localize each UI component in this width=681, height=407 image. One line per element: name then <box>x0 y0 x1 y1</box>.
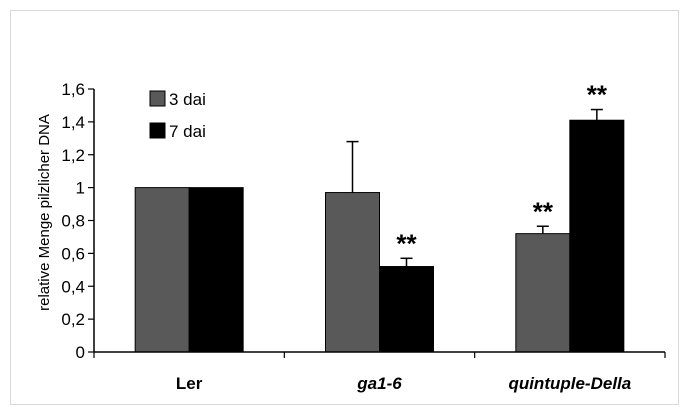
y-axis-label: relative Menge pilzlicher DNA <box>36 114 53 311</box>
x-axis-categories: Ler ga1-6 quintuple-Della <box>176 374 631 393</box>
y-axis-label-group: relative Menge pilzlicher DNA <box>36 114 53 311</box>
bar-7-dai-quintuple-Della <box>569 119 625 353</box>
significance-mark: ** <box>396 228 417 258</box>
x-category-label: ga1-6 <box>356 374 402 393</box>
bar-7-dai-ga1-6 <box>379 266 434 353</box>
legend-label: 7 dai <box>169 122 206 141</box>
y-tick-label: 0,6 <box>61 244 85 263</box>
bar-3-dai-Ler <box>134 187 190 353</box>
bar-3-dai-quintuple-Della <box>515 233 571 353</box>
y-tick-label: 1 <box>76 179 85 198</box>
legend-label: 3 dai <box>169 90 206 109</box>
y-tick-label: 1,6 <box>61 80 85 99</box>
x-category-label: Ler <box>176 374 203 393</box>
y-tick-label: 0,2 <box>61 310 85 329</box>
y-tick-label: 0,4 <box>61 277 85 296</box>
significance-marks: ** ** ** <box>396 80 607 259</box>
significance-mark: ** <box>587 80 608 110</box>
bar-7-dai-Ler <box>188 187 244 353</box>
bars <box>134 119 625 353</box>
legend-swatch <box>149 122 166 139</box>
bar-3-dai-ga1-6 <box>325 192 380 353</box>
y-tick-label: 0,8 <box>61 212 85 231</box>
y-axis-ticks: 0 0,2 0,4 0,6 0,8 1 1,2 1,4 1,6 <box>61 80 94 362</box>
legend: 3 dai 7 dai <box>149 90 206 141</box>
error-bars <box>346 108 603 267</box>
legend-swatch <box>149 90 166 107</box>
y-tick-label: 1,4 <box>61 113 85 132</box>
significance-mark: ** <box>533 196 554 226</box>
axes <box>93 89 666 358</box>
y-tick-label: 0 <box>76 343 85 362</box>
x-category-label: quintuple-Della <box>508 374 631 393</box>
y-tick-label: 1,2 <box>61 146 85 165</box>
